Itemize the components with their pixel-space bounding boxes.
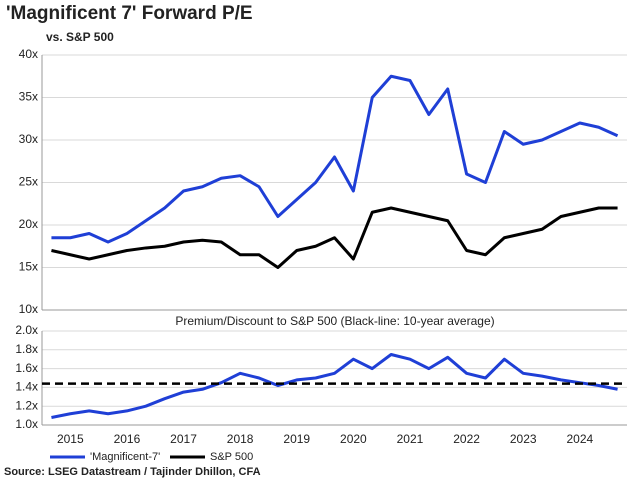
- x-tick-label: 2017: [170, 432, 197, 446]
- y-tick-label: 35x: [19, 90, 38, 104]
- x-tick-label: 2022: [453, 432, 480, 446]
- panel-title: Premium/Discount to S&P 500 (Black-line:…: [175, 314, 494, 328]
- x-tick-label: 2020: [340, 432, 367, 446]
- y-tick-label: 10x: [19, 302, 38, 316]
- x-tick-label: 2015: [57, 432, 84, 446]
- y-tick-label: 1.8x: [15, 342, 38, 356]
- y-tick-label: 1.2x: [15, 398, 38, 412]
- y-tick-label: 25x: [19, 175, 38, 189]
- y-tick-label: 2.0x: [15, 323, 38, 337]
- series-line: [51, 74, 619, 244]
- x-tick-label: 2024: [566, 432, 593, 446]
- x-tick-label: 2018: [227, 432, 254, 446]
- y-tick-label: 1.6x: [15, 361, 38, 375]
- chart-subtitle: vs. S&P 500: [46, 30, 114, 44]
- y-tick-label: 1.0x: [15, 417, 38, 431]
- y-tick-label: 30x: [19, 132, 38, 146]
- x-tick-label: 2019: [283, 432, 310, 446]
- source: Source: LSEG Datastream / Tajinder Dhill…: [4, 466, 261, 478]
- x-tick-label: 2016: [114, 432, 141, 446]
- y-tick-label: 1.4x: [15, 380, 38, 394]
- chart-title: 'Magnificent 7' Forward P/E: [6, 3, 253, 24]
- x-tick-label: 2023: [510, 432, 537, 446]
- y-tick-label: 40x: [19, 47, 38, 61]
- y-tick-label: 20x: [19, 217, 38, 231]
- x-tick-label: 2021: [397, 432, 424, 446]
- y-tick-label: 15x: [19, 260, 38, 274]
- legend-label: 'Magnificent-7': [90, 451, 160, 463]
- legend-label: S&P 500: [210, 451, 253, 463]
- series-line: [51, 206, 618, 269]
- series-line: [51, 353, 618, 419]
